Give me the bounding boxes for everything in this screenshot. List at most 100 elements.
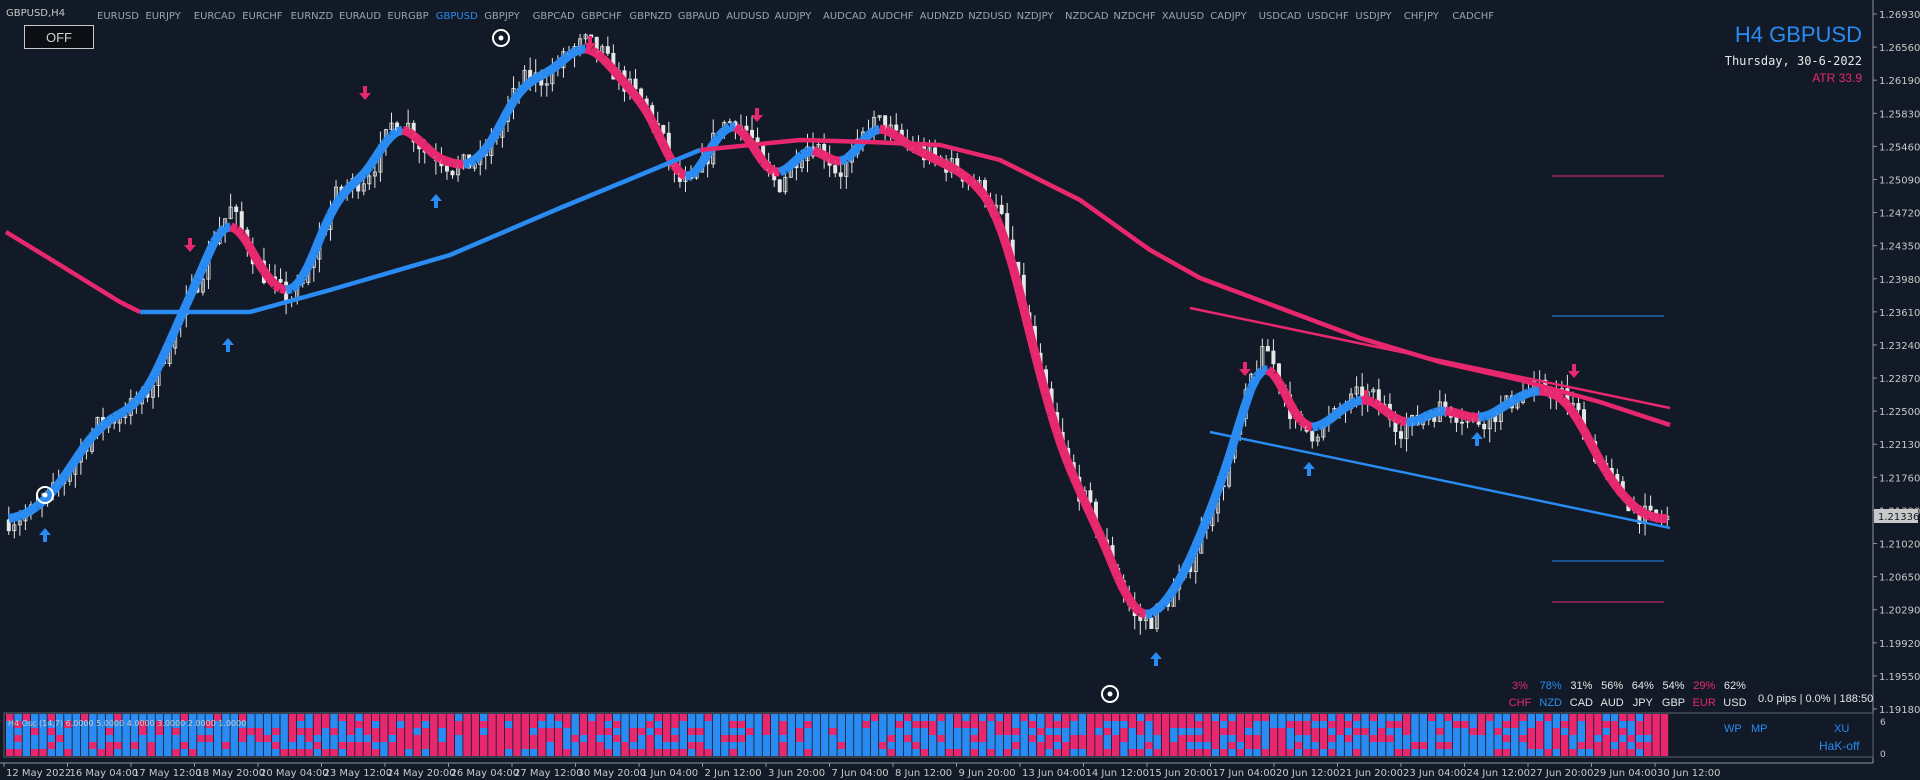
symbol-tab-audcad[interactable]: AUDCAD <box>823 11 867 22</box>
mp-button[interactable]: MP <box>1751 723 1768 735</box>
trend-band <box>1548 388 1559 400</box>
symbol-tab-cadjpy[interactable]: CADJPY <box>1210 11 1247 22</box>
oscillator-cell <box>488 714 496 721</box>
oscillator-cell <box>704 735 712 742</box>
oscillator-cell <box>1394 721 1403 728</box>
symbol-tab-euraud[interactable]: EURAUD <box>339 11 381 22</box>
symbol-tab-eurnzd[interactable]: EURNZD <box>291 11 334 22</box>
symbol-tab-nzdusd[interactable]: NZDUSD <box>968 11 1012 22</box>
symbol-tab-eurcad[interactable]: EURCAD <box>194 11 236 22</box>
symbol-tab-eurusd[interactable]: EURUSD <box>97 11 139 22</box>
symbol-tab-gbpnzd[interactable]: GBPNZD <box>629 11 672 22</box>
symbol-tab-audnzd[interactable]: AUDNZD <box>920 11 964 22</box>
oscillator-cell <box>1195 749 1203 756</box>
oscillator-cell <box>1120 721 1128 728</box>
symbol-tab-audchf[interactable]: AUDCHF <box>871 11 913 22</box>
trend-band <box>1608 477 1621 491</box>
oscillator-cell <box>238 735 247 742</box>
pivot-marker-dot <box>42 492 48 498</box>
symbol-tab-nzdcad[interactable]: NZDCAD <box>1065 11 1109 22</box>
trend-band <box>1477 412 1485 422</box>
oscillator-cell <box>1386 728 1394 735</box>
oscillator-cell <box>1269 714 1278 721</box>
oscillator-cell <box>396 749 405 756</box>
oscillator-cell <box>1294 735 1303 742</box>
oscillator-cell <box>305 714 313 721</box>
oscillator-cell <box>1269 742 1278 749</box>
hak-toggle[interactable]: HaK-off <box>1819 739 1860 753</box>
oscillator-cell <box>704 742 712 749</box>
symbol-tab-gbpjpy[interactable]: GBPJPY <box>484 11 520 22</box>
symbol-tab-nzdjpy[interactable]: NZDJPY <box>1017 11 1055 22</box>
oscillator-cell <box>1594 728 1602 735</box>
symbol-tab-chfjpy[interactable]: CHFJPY <box>1404 11 1440 22</box>
oscillator-cell <box>1070 735 1078 742</box>
oscillator-cell <box>1444 714 1452 721</box>
symbol-tab-cadchf[interactable]: CADCHF <box>1452 11 1494 22</box>
symbol-tab-eurgbp[interactable]: EURGBP <box>387 11 428 22</box>
symbol-tab-audusd[interactable]: AUDUSD <box>726 11 770 22</box>
oscillator-cell <box>712 721 721 728</box>
trend-band <box>13 511 22 522</box>
strength-currencies: CHF NZD CAD AUD JPY GBP EUR USD <box>1505 697 1750 714</box>
symbol-tab-eurjpy[interactable]: EURJPY <box>145 11 181 22</box>
symbol-tab-eurchf[interactable]: EURCHF <box>242 11 283 22</box>
oscillator-cell <box>1660 749 1669 756</box>
oscillator-cell <box>155 714 164 721</box>
oscillator-cell <box>455 714 463 721</box>
candle-body <box>1315 436 1320 442</box>
oscillator-cell <box>1178 721 1186 728</box>
trend-band <box>122 403 134 415</box>
oscillator-cell <box>588 714 596 721</box>
oscillator-cell <box>879 714 887 721</box>
oscillator-cell <box>554 749 563 756</box>
oscillator-cell <box>288 742 297 749</box>
symbol-tab-usdchf[interactable]: USDCHF <box>1307 11 1349 22</box>
oscillator-cell <box>1419 742 1428 749</box>
trend-band <box>1247 374 1261 391</box>
oscillator-cell <box>596 735 604 742</box>
oscillator-cell <box>280 735 288 742</box>
trend-band <box>439 154 449 166</box>
oscillator-cell <box>1078 742 1087 749</box>
wp-button[interactable]: WP <box>1724 723 1742 735</box>
oscillator-cell <box>1037 742 1045 749</box>
oscillator-cell <box>47 749 56 756</box>
trend-band <box>1145 608 1153 619</box>
oscillator-cell <box>870 742 879 749</box>
trend-band <box>365 156 379 170</box>
trend-band <box>653 131 668 147</box>
oscillator-cell <box>671 721 679 728</box>
symbol-tab-nzdchf[interactable]: NZDCHF <box>1113 11 1156 22</box>
candle-body <box>877 115 882 118</box>
oscillator-cell <box>1145 714 1153 721</box>
trend-band <box>238 232 251 246</box>
symbol-tab-usdcad[interactable]: USDCAD <box>1259 11 1302 22</box>
symbol-tab-gbpusd[interactable]: GBPUSD <box>436 11 478 22</box>
oscillator-cell <box>188 714 197 721</box>
oscillator-cell <box>1444 728 1452 735</box>
oscillator-cell <box>89 749 97 756</box>
symbol-tab-xauusd[interactable]: XAUUSD <box>1162 11 1205 22</box>
oscillator-cell <box>97 721 105 728</box>
oscillator-cell <box>920 721 929 728</box>
symbol-tab-gbpaud[interactable]: GBPAUD <box>678 11 720 22</box>
symbol-tab-audjpy[interactable]: AUDJPY <box>775 11 813 22</box>
symbol-tab-gbpcad[interactable]: GBPCAD <box>533 11 575 22</box>
oscillator-cell <box>47 742 56 749</box>
oscillator-cell <box>928 721 937 728</box>
symbol-tab-gbpchf[interactable]: GBPCHF <box>581 11 622 22</box>
oscillator-cell <box>313 721 322 728</box>
off-button[interactable]: OFF <box>24 25 94 49</box>
trend-band <box>298 263 313 279</box>
symbol-tab-usdjpy[interactable]: USDJPY <box>1355 11 1392 22</box>
oscillator-cell <box>1028 742 1037 749</box>
oscillator-cell <box>787 714 796 721</box>
oscillator-cell <box>937 749 945 756</box>
oscillator-cell <box>280 749 288 756</box>
oscillator-cell <box>1344 735 1353 742</box>
oscillator-cell <box>870 749 879 756</box>
trend-band <box>1024 330 1040 355</box>
xu-button[interactable]: XU <box>1834 723 1850 735</box>
